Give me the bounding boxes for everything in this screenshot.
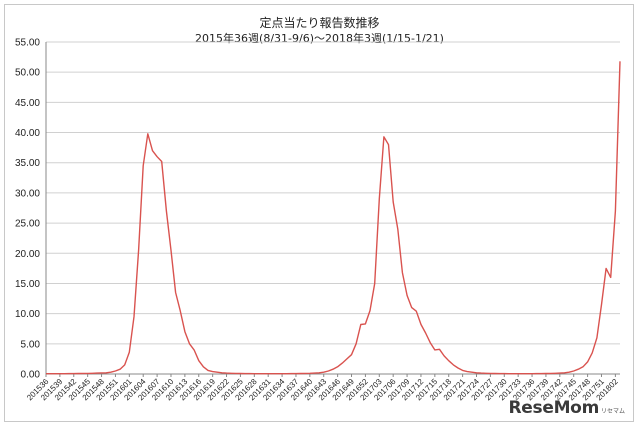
watermark-logo: ReseMom リセマム [509,398,626,418]
watermark-sub: リセマム [600,408,625,415]
chart-frame [4,4,634,422]
watermark-text: ReseMom [508,398,600,418]
y-tick-label: 10.00 [15,309,40,320]
y-tick-label: 55.00 [15,38,40,49]
y-tick-label: 0.00 [21,370,41,381]
y-tick-label: 35.00 [15,158,40,169]
y-tick-label: 20.00 [15,249,40,260]
y-tick-label: 15.00 [15,279,40,290]
y-tick-label: 40.00 [15,128,40,139]
y-tick-label: 50.00 [15,68,40,79]
y-tick-label: 25.00 [15,219,40,230]
y-tick-label: 45.00 [15,98,40,109]
chart-title: 定点当たり報告数推移 [259,16,380,30]
y-tick-label: 30.00 [15,188,40,199]
y-tick-label: 5.00 [21,339,41,350]
series-line [46,61,621,375]
